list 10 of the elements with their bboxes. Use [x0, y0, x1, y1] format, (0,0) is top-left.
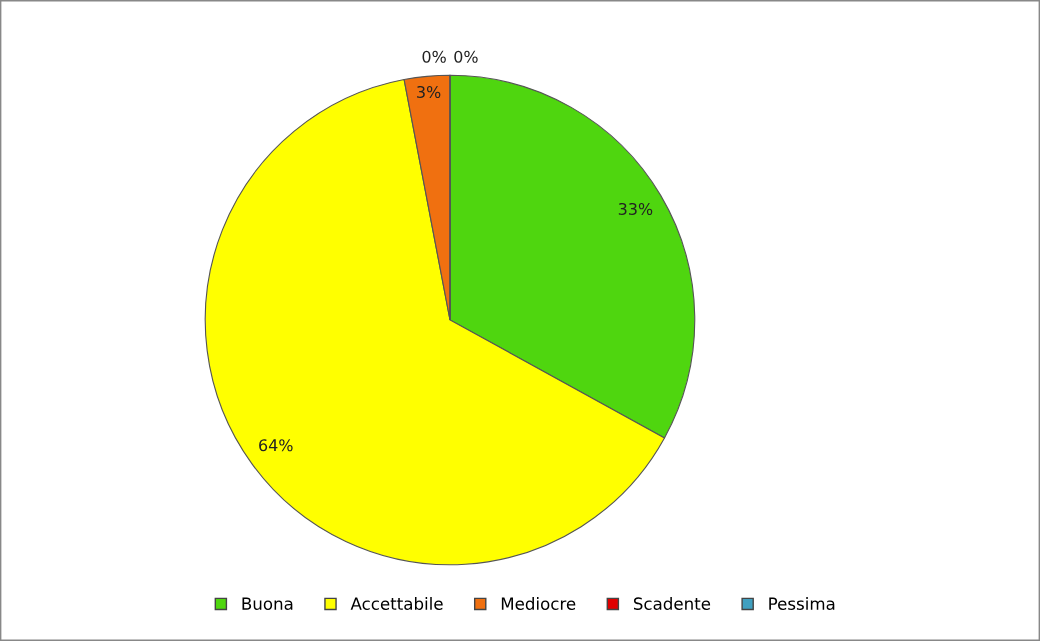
legend-label: Mediocre — [501, 597, 576, 610]
text: 0% — [454, 50, 478, 63]
data-label: 64% — [259, 439, 293, 452]
data-label: 3% — [417, 85, 441, 99]
data-label: 33% — [618, 202, 653, 215]
legend-label: Scadente — [633, 597, 711, 610]
text: 0% — [422, 50, 446, 63]
legend-label: Buona — [242, 597, 293, 610]
legend-label: Pessima — [769, 597, 835, 610]
legend-label: Accettabile — [350, 597, 443, 610]
